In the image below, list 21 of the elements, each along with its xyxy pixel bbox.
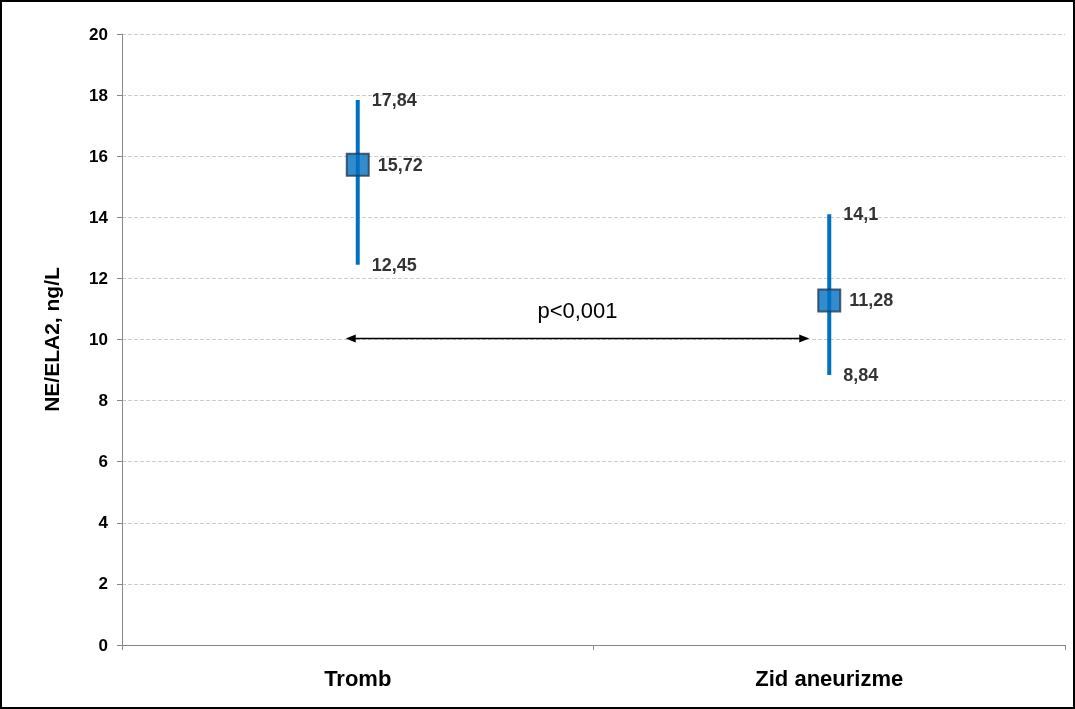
annotation: 12,45: [371, 254, 417, 275]
annotation: 14,1: [843, 204, 879, 225]
data-label: 11,28: [849, 290, 894, 311]
x-tick-label: Tromb: [324, 665, 392, 691]
data-label: 15,72: [377, 154, 423, 175]
y-tick-label: 8: [98, 391, 108, 411]
y-tick-label: 20: [89, 24, 108, 44]
y-tick-label: 18: [89, 85, 108, 105]
x-tick-label: Zid aneurizme: [755, 665, 904, 691]
y-tick-label: 4: [98, 513, 109, 533]
annotation: 17,84: [371, 89, 417, 110]
y-tick-label: 6: [98, 452, 108, 472]
y-tick-label: 12: [89, 268, 108, 288]
annotation: p<0,001: [537, 297, 618, 323]
y-tick-label: 16: [89, 146, 108, 166]
y-tick-label: 10: [89, 330, 108, 349]
y-tick-label: 14: [89, 207, 109, 227]
annotation: 8,84: [843, 364, 879, 385]
y-tick-label: 0: [98, 635, 108, 655]
y-tick-label: 2: [98, 574, 108, 594]
y-axis-title: NE/ELA2, ng/L: [40, 267, 63, 412]
